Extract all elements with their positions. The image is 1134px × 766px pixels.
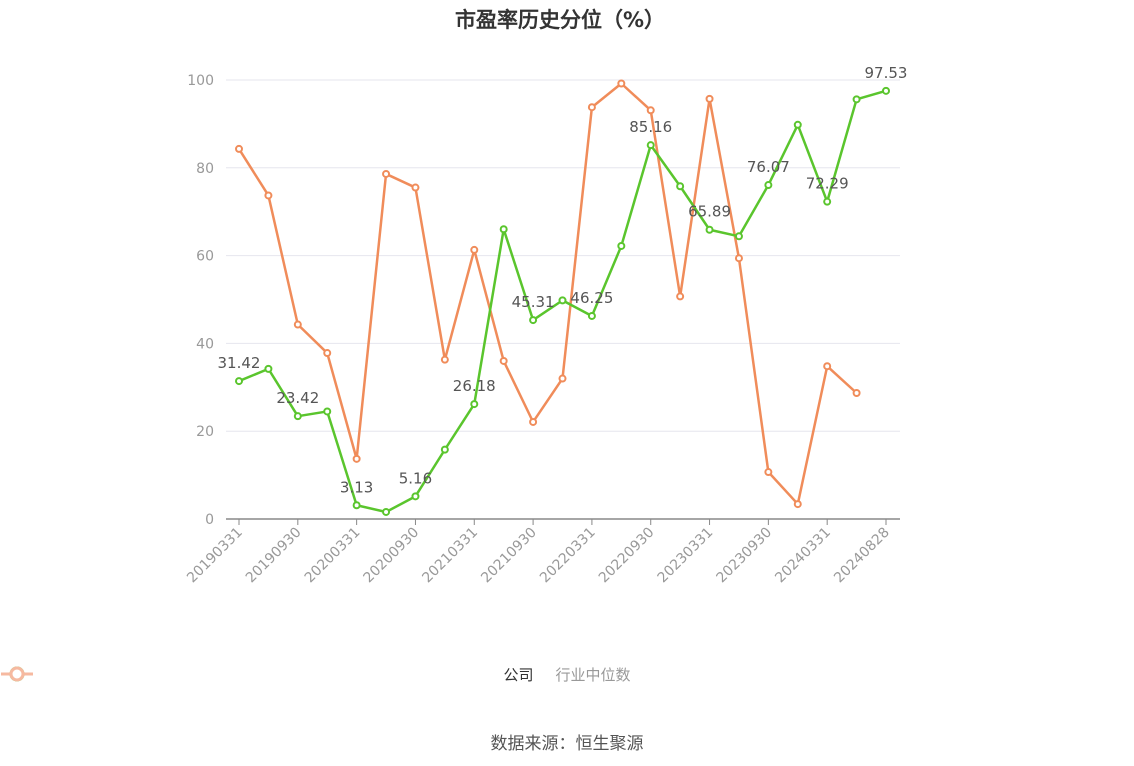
point-company [734, 232, 743, 241]
x-tick-label: 20240828 [831, 525, 893, 587]
x-tick-label: 20210930 [478, 525, 540, 587]
point-company [352, 501, 361, 510]
point-company [440, 445, 449, 454]
data-label: 3.13 [340, 478, 373, 496]
point-industry [470, 245, 479, 254]
point-industry [382, 169, 391, 178]
point-company [470, 400, 479, 409]
data-label: 26.18 [453, 377, 496, 395]
point-industry [323, 349, 332, 358]
x-tick-label: 20190331 [184, 525, 246, 587]
point-industry [499, 356, 508, 365]
x-tick-label: 20220930 [596, 525, 658, 587]
data-label: 31.42 [218, 354, 261, 372]
point-company [323, 407, 332, 416]
y-tick-label: 0 [205, 512, 214, 528]
point-company [264, 364, 273, 373]
legend-label-industry: 行业中位数 [555, 666, 631, 684]
point-company [558, 296, 567, 305]
data-label: 23.42 [276, 389, 319, 407]
x-tick-label: 20190930 [243, 525, 305, 587]
point-company [852, 95, 861, 104]
x-tick-label: 20220331 [537, 525, 599, 587]
point-company [587, 311, 596, 320]
point-industry [587, 103, 596, 112]
point-industry [705, 94, 714, 103]
point-company [764, 181, 773, 190]
legend-item-company[interactable]: 公司 [1, 664, 534, 685]
point-industry [646, 106, 655, 115]
y-tick-label: 40 [196, 336, 214, 352]
data-source: 数据来源：恒生聚源 [490, 734, 644, 754]
x-tick-label: 20200930 [361, 525, 423, 587]
legend-industry-marker-icon [1, 666, 33, 682]
data-label: 65.89 [688, 203, 731, 221]
point-company [793, 120, 802, 129]
point-industry [352, 454, 361, 463]
x-tick-label: 20240331 [772, 525, 834, 587]
data-label: 46.25 [570, 289, 613, 307]
y-tick-label: 100 [187, 73, 214, 89]
series-line-industry [237, 82, 858, 506]
point-company [293, 412, 302, 421]
point-industry [411, 183, 420, 192]
data-label: 72.29 [806, 175, 849, 193]
data-label: 76.07 [747, 158, 790, 176]
point-company [676, 182, 685, 191]
point-industry [558, 374, 567, 383]
point-industry [264, 191, 273, 200]
point-company [617, 241, 626, 250]
point-company [235, 377, 243, 386]
point-company [529, 316, 538, 325]
x-tick-label: 20200331 [302, 525, 364, 587]
point-industry [793, 500, 802, 509]
data-label: 97.53 [865, 64, 908, 82]
point-company [646, 141, 655, 150]
point-industry [235, 144, 243, 153]
point-industry [676, 292, 685, 301]
point-company [499, 225, 508, 234]
legend-label-company: 公司 [503, 666, 534, 684]
point-company [382, 507, 391, 516]
point-industry [529, 417, 538, 426]
point-industry [823, 362, 832, 371]
legend-item-industry[interactable]: 行业中位数 [1, 664, 631, 685]
x-tick-label: 20230331 [655, 525, 717, 587]
point-company [823, 197, 832, 206]
chart-title: 市盈率历史分位（%） [454, 8, 666, 32]
point-industry [734, 254, 743, 263]
point-industry [293, 320, 302, 329]
y-tick-label: 20 [196, 424, 214, 440]
data-label: 45.31 [512, 293, 555, 311]
x-tick-label: 20210331 [419, 525, 481, 587]
point-company [705, 225, 714, 234]
y-tick-label: 80 [196, 161, 214, 177]
point-company [411, 492, 420, 501]
y-tick-label: 60 [196, 249, 214, 265]
point-industry [440, 355, 449, 364]
x-tick-label: 20230930 [713, 525, 775, 587]
point-industry [764, 468, 773, 477]
point-industry [617, 79, 626, 88]
data-label: 85.16 [629, 118, 672, 136]
point-industry [852, 389, 861, 398]
point-company [882, 86, 890, 95]
legend: 公司 行业中位数 [0, 664, 1134, 685]
data-label: 5.16 [399, 469, 432, 487]
